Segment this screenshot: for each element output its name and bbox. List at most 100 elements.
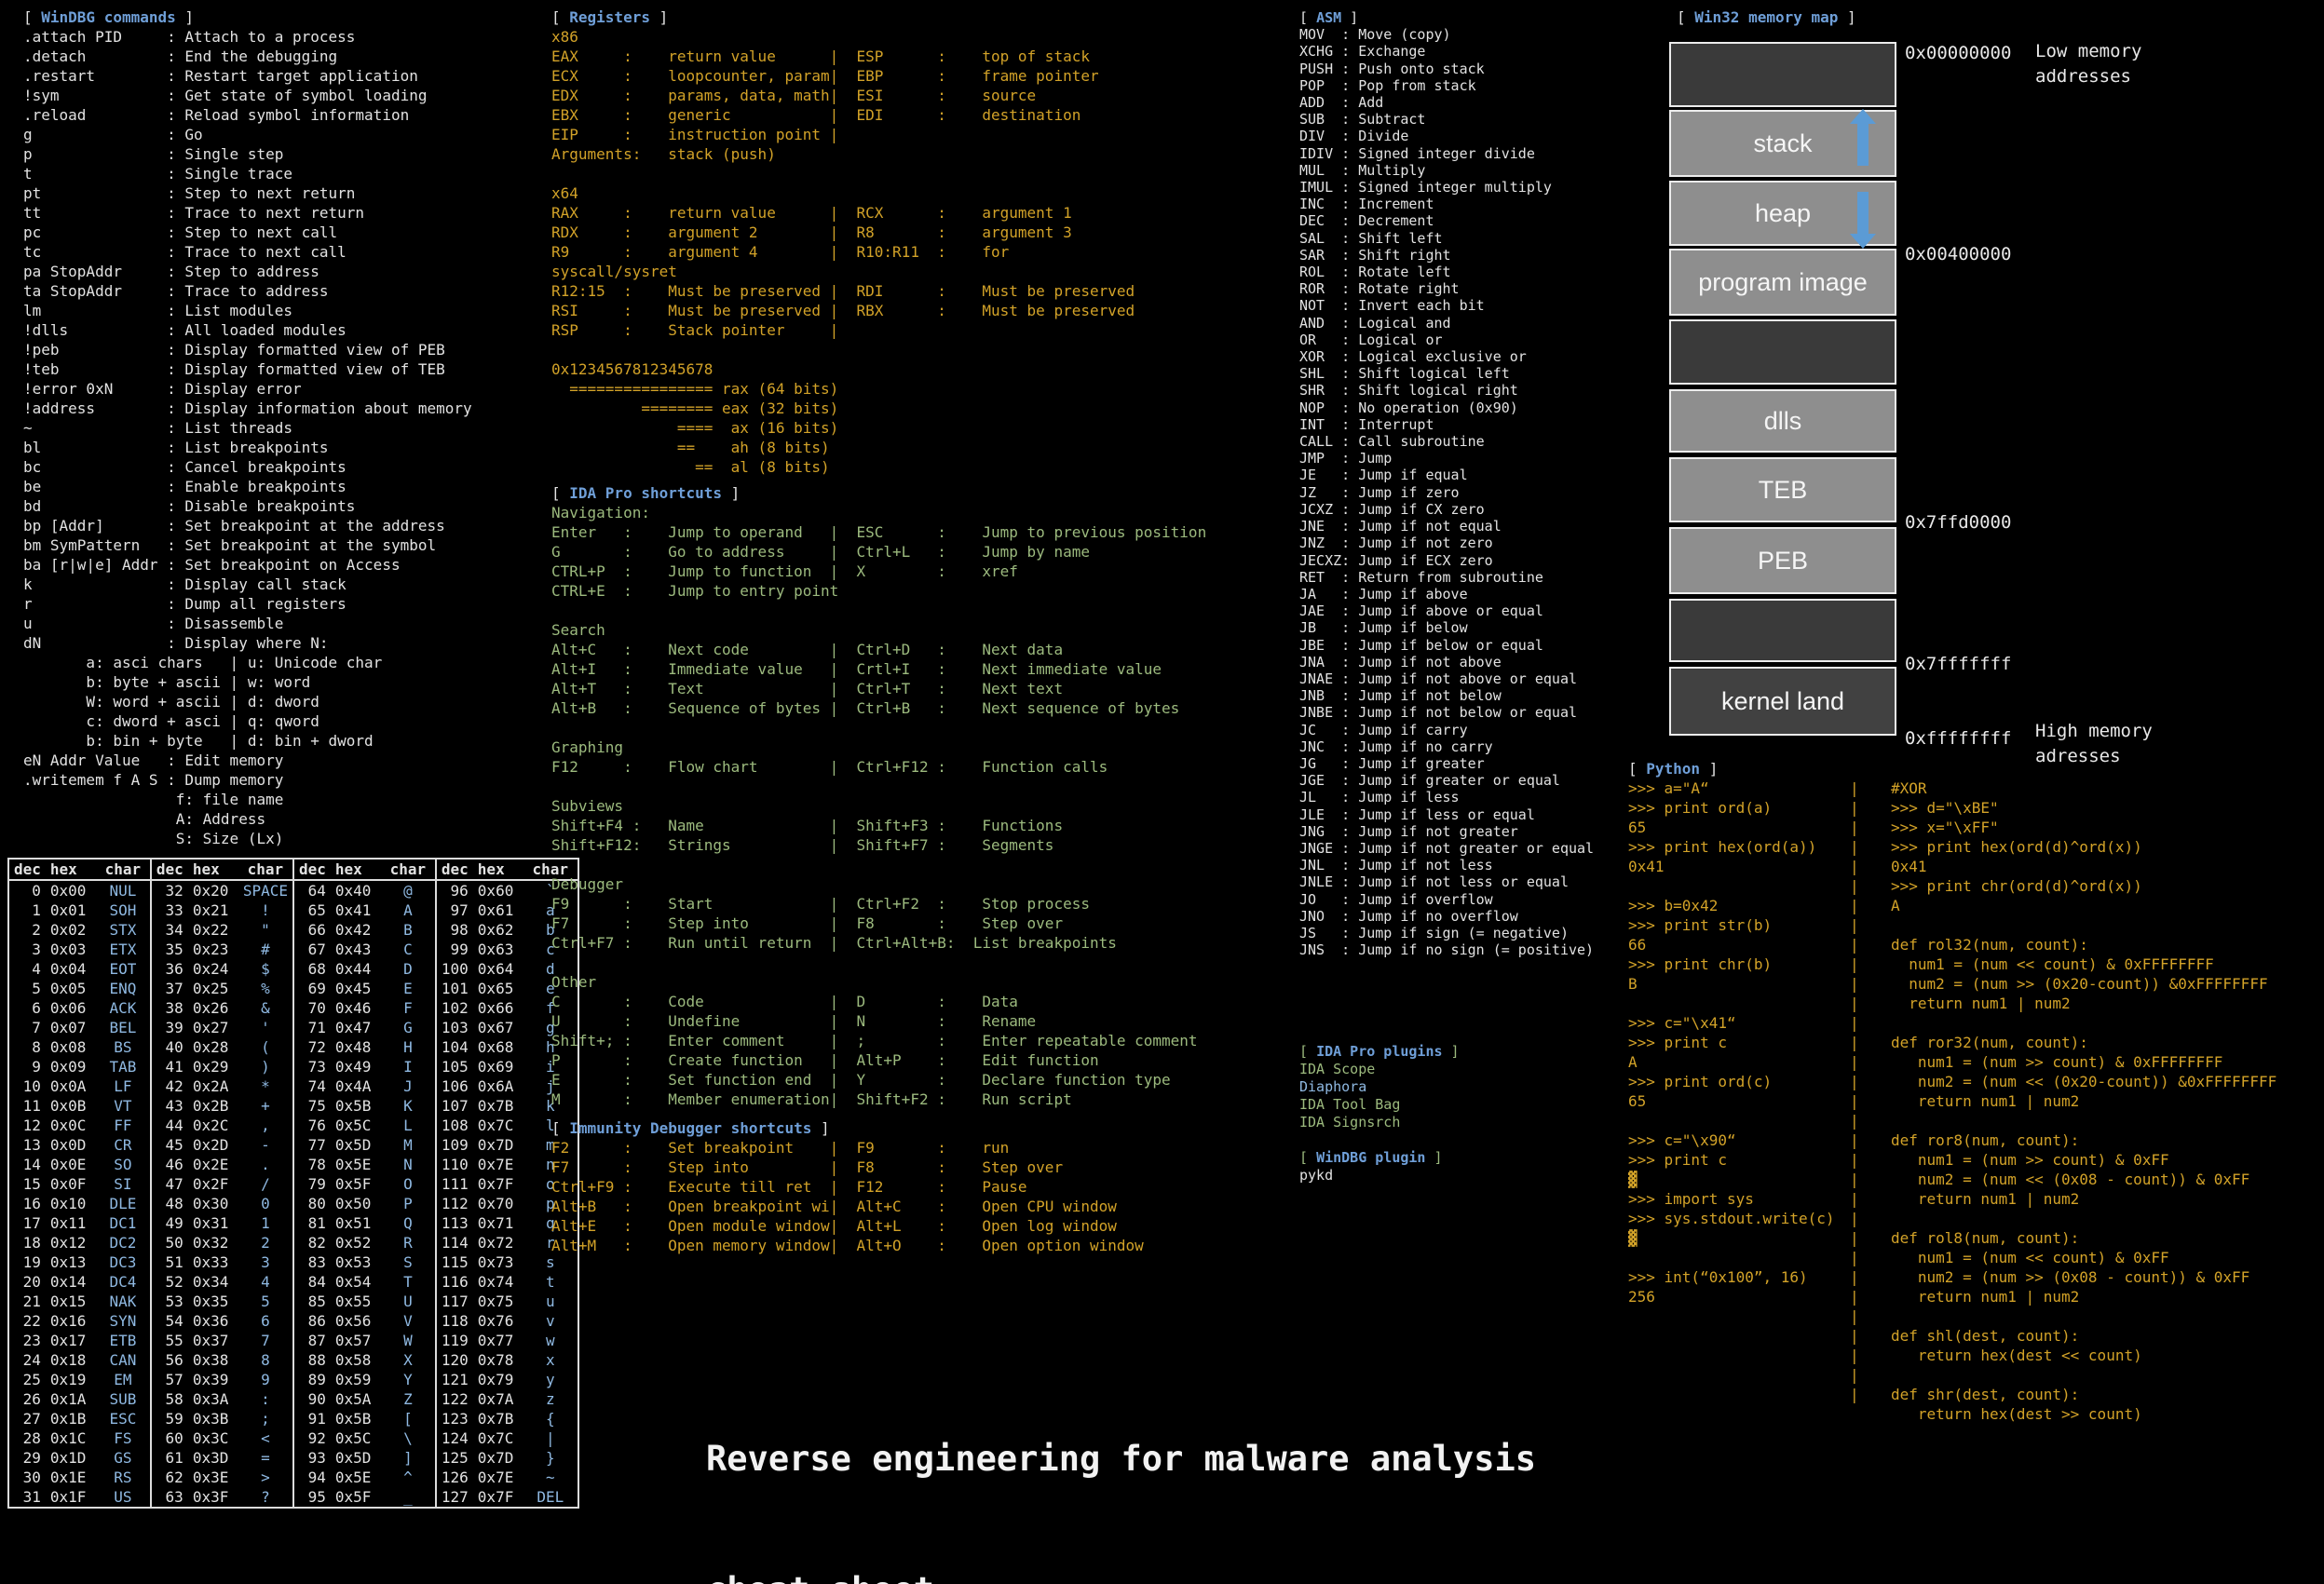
ascii-cell: 0x5F	[334, 1175, 372, 1193]
text-line: [ Python ]	[1628, 760, 1719, 778]
ascii-cell: 49	[149, 1213, 188, 1233]
ascii-cell: ACK	[109, 999, 137, 1017]
memory-region-reserved	[1669, 319, 1896, 385]
ascii-cell: 95	[292, 1487, 331, 1508]
ascii-cell: 6	[32, 999, 41, 1017]
ascii-cell: 71	[292, 1018, 331, 1037]
ascii-cell: 73	[292, 1057, 331, 1076]
text-line: Ctrl+F9 : Execute till ret | F12 : Pause	[551, 1178, 1027, 1196]
ascii-cell: U	[403, 1293, 413, 1310]
ascii-cell: 0x64	[477, 960, 514, 978]
text-line: [ WinDBG commands ]	[23, 8, 195, 26]
ascii-cell: 0x7E	[477, 1156, 514, 1173]
text-line: A: Address	[23, 810, 266, 828]
ascii-cell: Q	[403, 1214, 413, 1232]
ascii-cell: 0x69	[477, 1058, 514, 1076]
text-line: u : Disassemble	[23, 615, 284, 632]
text-line	[1891, 1013, 2276, 1033]
text-line: EBX : generic | EDI : destination	[551, 106, 1081, 124]
ascii-cell: k	[545, 1097, 555, 1115]
text-line: syscall/sysret	[551, 263, 677, 280]
table-row: 2 0x02 STX 34 0x22 " 66 0x42 B 98 0x62 b	[8, 920, 578, 940]
separator-glyph: |	[1850, 1131, 1859, 1149]
ascii-cell: 26	[22, 1390, 41, 1408]
ascii-cell: 0x14	[49, 1273, 87, 1291]
ascii-cell: 113	[434, 1213, 473, 1233]
text-line: >>> print str(b)	[1628, 916, 1773, 934]
text-line: JB : Jump if below	[1299, 619, 1468, 637]
ascii-cell: 0	[32, 882, 41, 900]
ascii-cell: DC1	[109, 1214, 137, 1232]
ascii-cell: q	[545, 1214, 555, 1232]
ascii-cell: VT	[114, 1097, 132, 1115]
ascii-cell: 0x33	[192, 1253, 229, 1271]
ascii-cell: i	[545, 1058, 555, 1076]
text-line: x64	[551, 184, 578, 202]
text-line: SHR : Shift logical right	[1299, 382, 1518, 399]
ascii-col-header: dec	[292, 859, 331, 881]
ascii-cell: A	[403, 901, 413, 919]
ascii-cell: 69	[292, 979, 331, 998]
text-line: b: byte + ascii | w: word	[23, 673, 311, 691]
ascii-cell: 14	[22, 1156, 41, 1173]
text-line: [ ASM ]	[1299, 9, 1359, 26]
ascii-table: dec hex char dec hex char dec hex char dec hex char…	[7, 858, 579, 1509]
table-row: 3 0x03 ETX 35 0x23 #67 0x43 C 99 0x63 c	[8, 940, 578, 959]
text-line: >>> print c	[1628, 1034, 1727, 1051]
text-line: JMP : Jump	[1299, 450, 1393, 467]
ascii-cell: 0x67	[477, 1019, 514, 1036]
text-line: F7 : Step into | F8 : Step over	[551, 1158, 1064, 1176]
ascii-cell: S	[403, 1253, 413, 1271]
sheet-title: Reverse engineering for malware analysis…	[706, 1349, 1536, 1584]
ascii-cell: 48	[149, 1194, 188, 1213]
text-line: JC : Jump if carry	[1299, 721, 1468, 738]
ascii-cell: 86	[292, 1311, 331, 1331]
memory-region-program-image: program image	[1669, 249, 1896, 316]
ascii-cell: W	[403, 1332, 413, 1349]
text-line: U : Undefine | N : Rename	[551, 1012, 1037, 1030]
text-line: JNL : Jump if not less	[1299, 857, 1493, 874]
ascii-cell: 53	[149, 1292, 188, 1311]
text-line: JG : Jump if greater	[1299, 754, 1485, 772]
text-line: JNO : Jump if no overflow	[1299, 907, 1518, 925]
ascii-cell: j	[545, 1077, 555, 1095]
text-line	[1628, 876, 1835, 896]
text-line: ==== ax (16 bits)	[551, 419, 839, 437]
ascii-cell: 58	[149, 1389, 188, 1409]
ascii-cell: 106	[434, 1076, 473, 1096]
text-line: .restart : Restart target application	[23, 67, 418, 85]
ascii-cell: 3	[32, 941, 41, 958]
python-column-separator: | | | | | | | | | | | | | | | | | | | | | | | | | | | | | | | |	[1850, 778, 1859, 1404]
ascii-cell: )	[261, 1058, 270, 1076]
sheet-title-line2: cheat sheet	[706, 1568, 1536, 1584]
ascii-cell: 38	[149, 998, 188, 1018]
text-line: JCXZ : Jump if CX zero	[1299, 500, 1485, 518]
ascii-cell: 116	[434, 1272, 473, 1292]
text-line: Alt+M : Open memory window| Alt+O : Open…	[551, 1237, 1144, 1254]
separator-glyph: |	[1850, 1386, 1859, 1403]
memory-address-label: 0xffffffff	[1905, 728, 2012, 749]
ascii-cell: 0x73	[477, 1253, 514, 1271]
ascii-cell: {	[545, 1410, 555, 1428]
table-row: 12 0x0C FF 44 0x2C, 76 0x5C L 108 0x7C l	[8, 1116, 578, 1135]
ascii-cell: 121	[434, 1370, 473, 1389]
ascii-cell: Y	[403, 1371, 413, 1388]
ascii-cell: [	[403, 1410, 413, 1428]
separator-glyph: |	[1850, 1307, 1859, 1325]
ascii-cell: 123	[434, 1409, 473, 1428]
memory-address-label: 0x7fffffff	[1905, 654, 2012, 674]
ascii-cell: #	[261, 941, 270, 958]
separator-glyph: |	[1850, 1034, 1859, 1051]
ida-shortcuts-section: [ IDA Pro shortcuts ] Navigation: Enter : …	[551, 483, 1206, 1129]
text-line	[1891, 1111, 2276, 1130]
ascii-cell: 0x2E	[192, 1156, 229, 1173]
ascii-cell: 0x3D	[192, 1449, 229, 1467]
text-line: 0x1234567812345678	[551, 360, 714, 378]
ascii-cell: 0x6A	[477, 1077, 514, 1095]
ascii-cell: 0x04	[49, 960, 87, 978]
ascii-cell: 108	[434, 1116, 473, 1135]
ascii-cell: 0x12	[49, 1234, 87, 1252]
text-line: W: word + ascii | d: dword	[23, 693, 319, 711]
text-line: JNGE : Jump if not greater or equal	[1299, 839, 1595, 857]
ascii-cell: 0x31	[192, 1214, 229, 1232]
